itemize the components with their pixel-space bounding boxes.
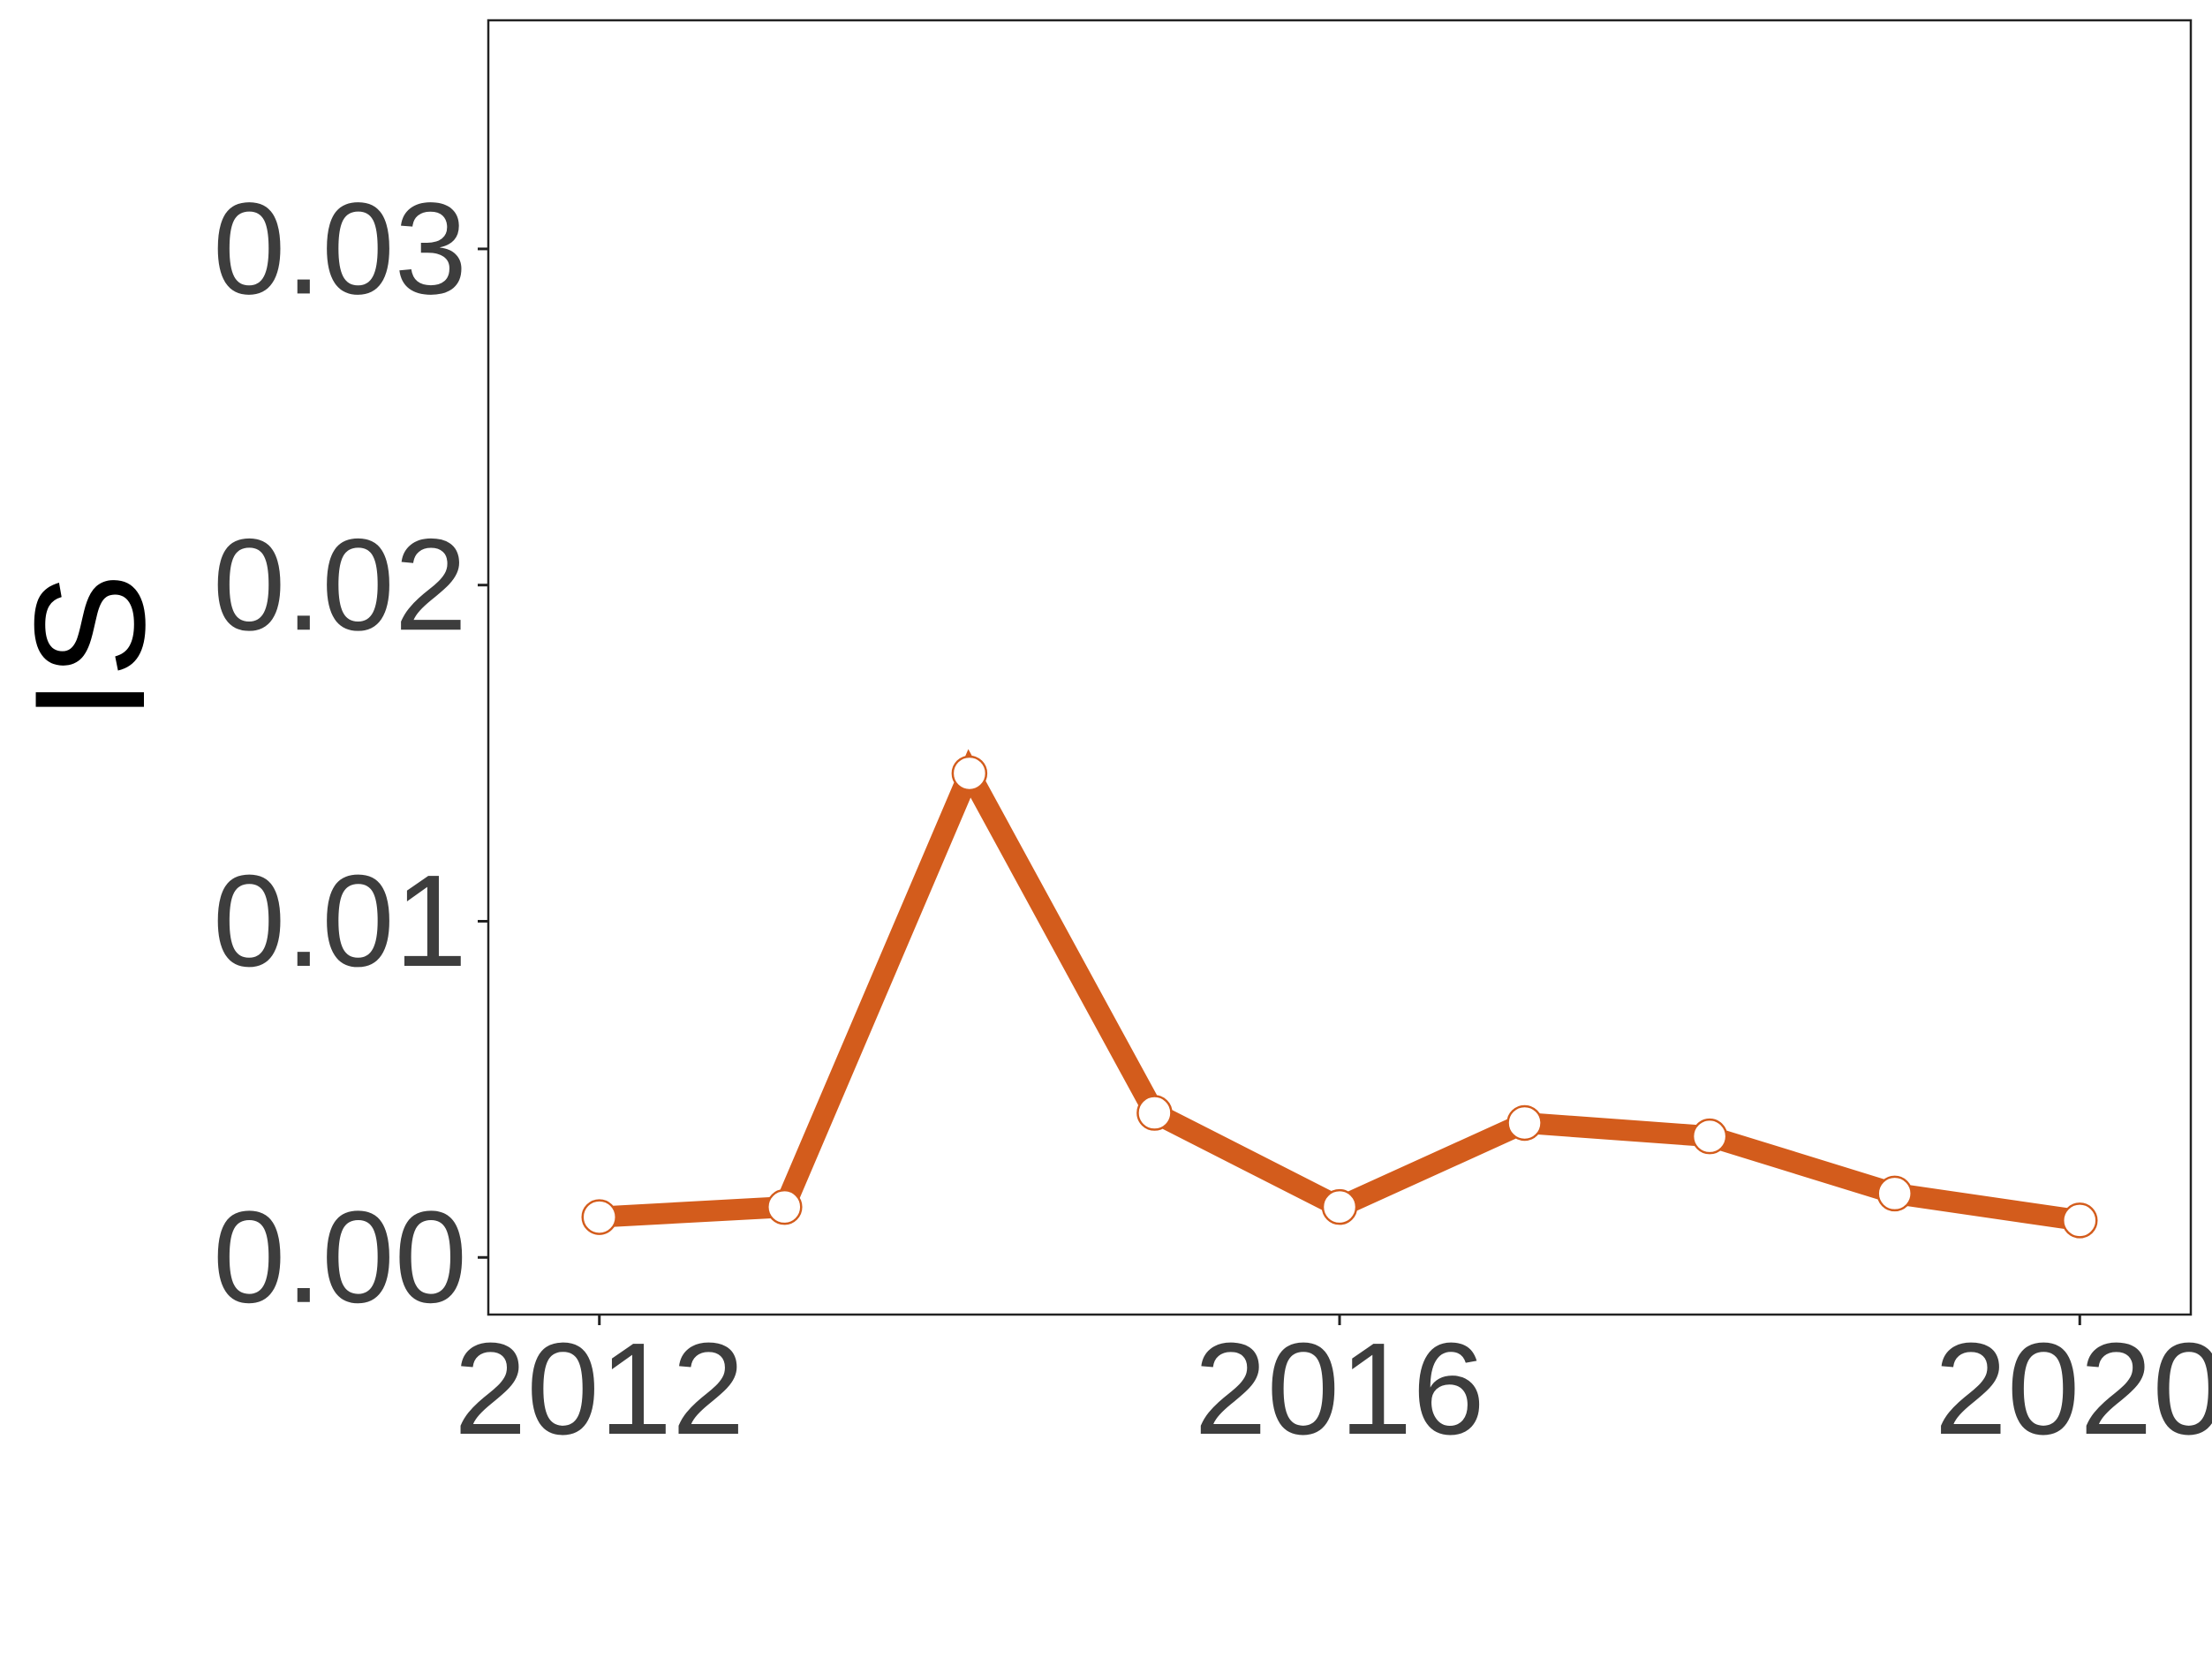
data-point (1321, 1188, 1358, 1225)
data-point (766, 1188, 803, 1225)
x-tick-label: 2020 (1935, 1316, 2212, 1462)
data-point (951, 755, 988, 792)
y-axis-title: IS (2, 573, 177, 721)
x-tick-label: 2012 (454, 1316, 744, 1462)
y-axis: 0.00 0.01 0.02 0.03 (213, 176, 488, 1330)
y-tick-label: 0.02 (213, 512, 467, 658)
data-point (1876, 1175, 1913, 1212)
y-tick-label: 0.03 (213, 176, 467, 321)
data-point (1136, 1095, 1173, 1131)
plot-panel (487, 19, 2193, 1316)
x-tick-label: 2016 (1194, 1316, 1484, 1462)
data-point (581, 1199, 617, 1235)
data-point (2062, 1202, 2098, 1239)
x-axis: 2012 2016 2020 (454, 1315, 2212, 1462)
y-tick-label: 0.01 (213, 848, 467, 994)
data-point (1506, 1104, 1543, 1142)
data-point (1691, 1118, 1728, 1155)
series-layer (581, 749, 2098, 1239)
y-tick-label: 0.00 (213, 1185, 467, 1330)
